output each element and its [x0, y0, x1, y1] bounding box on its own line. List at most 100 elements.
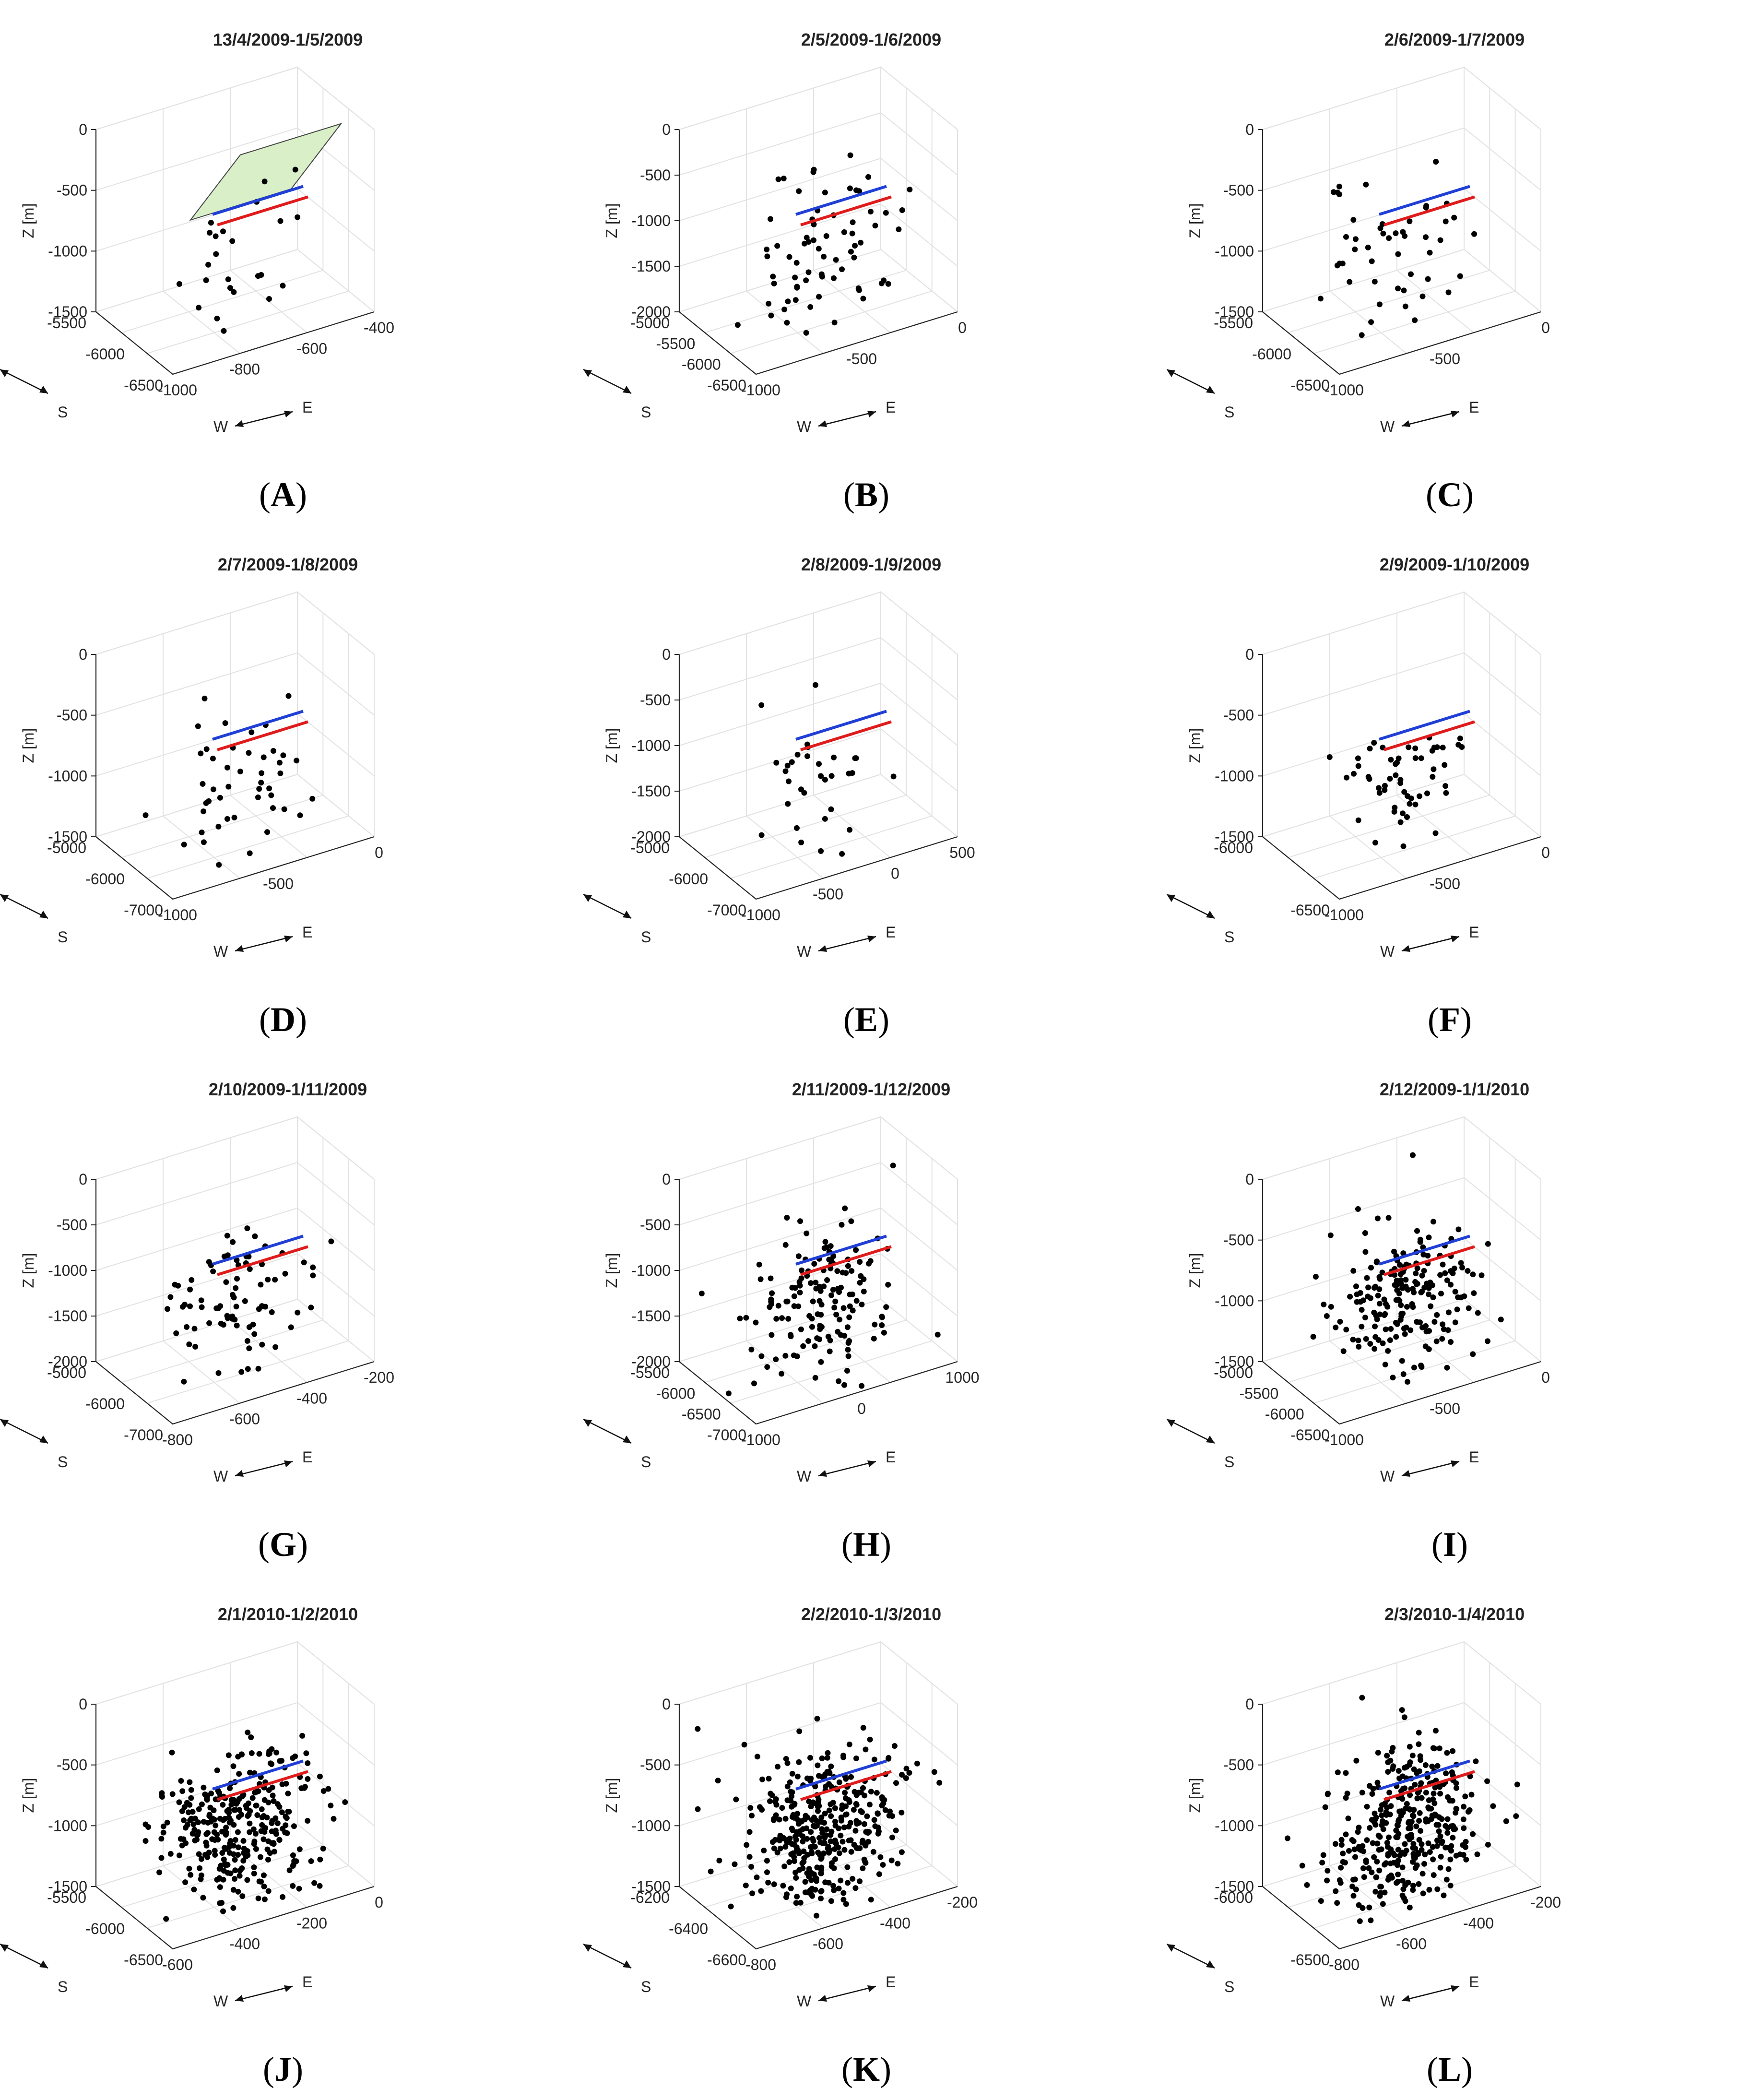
- event-point: [831, 1305, 838, 1311]
- panel-H: 0 -500 -1000 -1500 -2000 Z [m] -5500 -6000 -6500…: [583, 1050, 1167, 1575]
- event-point: [1431, 766, 1437, 772]
- event-point: [195, 723, 201, 729]
- event-point: [1475, 1310, 1481, 1316]
- event-point: [807, 1755, 813, 1761]
- event-point: [849, 230, 855, 237]
- event-point: [1375, 1293, 1381, 1299]
- event-point: [265, 1888, 272, 1894]
- event-point: [1326, 754, 1333, 760]
- event-point: [828, 1898, 834, 1904]
- event-point: [268, 792, 274, 798]
- event-point: [239, 1893, 246, 1899]
- ns-tick-label: -5000: [1214, 1364, 1253, 1381]
- event-point: [881, 277, 887, 284]
- event-point: [1410, 1152, 1416, 1158]
- event-point: [764, 246, 770, 252]
- event-point: [197, 1865, 203, 1871]
- panel-title: 2/11/2009-1/12/2009: [792, 1080, 950, 1099]
- event-point: [1390, 1766, 1396, 1772]
- event-point: [1387, 1811, 1393, 1817]
- event-point: [866, 1802, 873, 1808]
- event-point: [748, 1863, 755, 1870]
- event-point: [823, 233, 829, 239]
- event-point: [266, 1787, 272, 1793]
- event-point: [842, 1812, 849, 1818]
- event-point: [225, 276, 231, 283]
- event-point: [1423, 234, 1429, 240]
- event-point: [187, 1779, 193, 1785]
- event-point: [203, 800, 209, 806]
- event-point: [232, 1876, 237, 1882]
- event-point: [1327, 1232, 1334, 1238]
- event-point: [288, 1324, 294, 1330]
- event-point: [285, 1791, 291, 1797]
- event-point: [793, 1837, 799, 1843]
- event-point: [797, 1282, 803, 1289]
- event-point: [816, 1803, 822, 1809]
- event-point: [1458, 1260, 1464, 1266]
- event-point: [142, 1838, 149, 1844]
- event-point: [1444, 1277, 1450, 1283]
- event-point: [853, 1247, 859, 1253]
- ns-tick-label: -6000: [85, 1920, 125, 1937]
- event-point: [1429, 747, 1435, 754]
- event-point: [213, 251, 219, 257]
- event-point: [205, 261, 212, 268]
- event-point: [896, 226, 902, 232]
- event-point: [328, 1803, 334, 1809]
- event-point: [1349, 1837, 1355, 1843]
- event-point: [817, 1323, 823, 1329]
- fault-line-red: [1383, 1245, 1475, 1276]
- event-point: [236, 1771, 242, 1777]
- event-point: [1395, 285, 1401, 292]
- event-point: [747, 1805, 754, 1811]
- z-tick-label: -500: [640, 1216, 671, 1234]
- z-tick-label: 0: [1245, 121, 1254, 138]
- event-point: [788, 1851, 794, 1857]
- event-point: [176, 281, 182, 287]
- event-point: [1415, 1790, 1421, 1796]
- event-point: [222, 720, 228, 726]
- event-point: [1412, 1865, 1419, 1871]
- event-point: [259, 1815, 265, 1820]
- event-point: [768, 216, 773, 222]
- ns-tick-label: -6500: [124, 1951, 163, 1969]
- event-point: [269, 1746, 275, 1752]
- event-point: [214, 315, 220, 321]
- we-tick-label: -500: [813, 886, 843, 903]
- event-point: [832, 1856, 838, 1862]
- event-point: [1439, 1816, 1445, 1822]
- event-point: [786, 1859, 792, 1865]
- event-point: [821, 1840, 828, 1846]
- event-point: [1359, 1324, 1365, 1329]
- event-point: [280, 283, 286, 289]
- event-point: [1357, 1918, 1363, 1924]
- event-point: [1419, 1272, 1425, 1279]
- event-point: [1444, 1830, 1451, 1836]
- event-point: [1414, 1281, 1420, 1287]
- event-point: [291, 1858, 297, 1864]
- event-point: [225, 783, 232, 790]
- event-point: [216, 1790, 222, 1796]
- event-point: [1402, 1331, 1408, 1337]
- event-point: [1353, 1283, 1359, 1290]
- event-point: [1416, 1881, 1422, 1887]
- panel-E: 0 -500 -1000 -1500 -2000 Z [m] -5000 -6000 -7000…: [583, 525, 1167, 1050]
- event-point: [1385, 1876, 1391, 1883]
- event-point: [1461, 1803, 1466, 1810]
- panel-title: 2/6/2009-1/7/2009: [1384, 30, 1525, 49]
- event-point: [1468, 1792, 1475, 1798]
- z-tick-label: -500: [640, 166, 671, 184]
- event-point: [1353, 236, 1359, 242]
- we-tick-label: -500: [263, 875, 294, 892]
- event-point: [255, 1365, 261, 1372]
- event-point: [203, 1842, 210, 1849]
- event-point: [1393, 772, 1399, 778]
- event-point: [176, 1799, 182, 1805]
- event-point: [845, 1347, 851, 1353]
- event-point: [837, 1317, 843, 1323]
- event-point: [698, 1291, 705, 1296]
- event-point: [243, 1853, 249, 1860]
- event-point: [227, 285, 233, 291]
